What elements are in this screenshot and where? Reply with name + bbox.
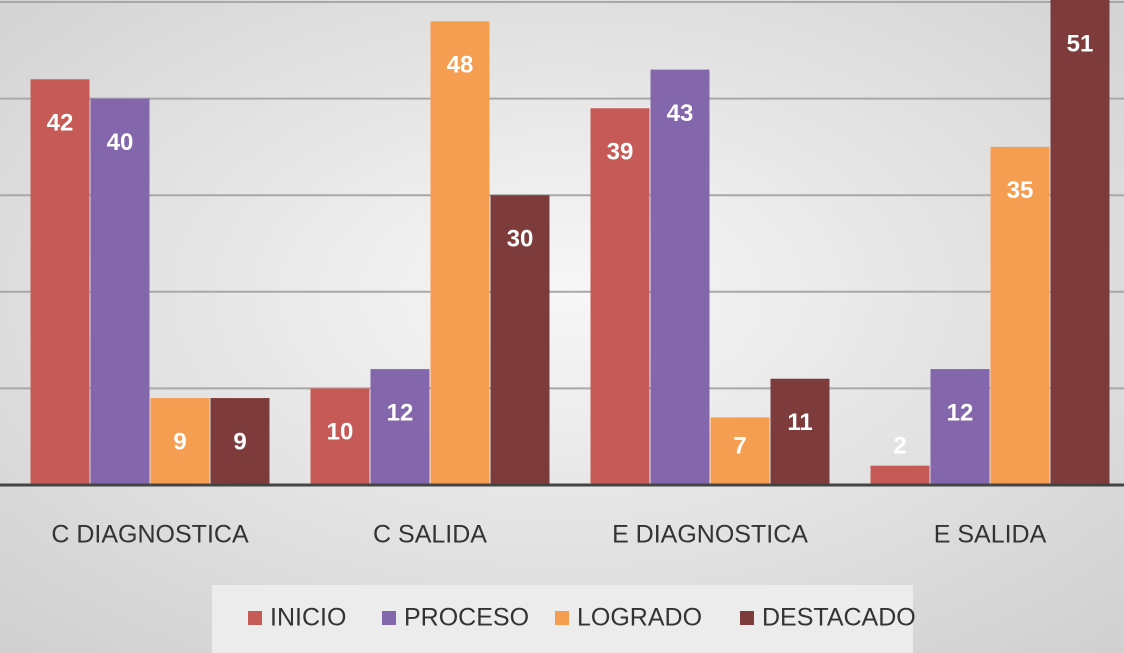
bar xyxy=(30,79,90,485)
data-label: 42 xyxy=(47,110,74,137)
data-label: 9 xyxy=(233,428,246,455)
bar xyxy=(650,69,710,486)
legend-swatch xyxy=(740,611,754,625)
bar xyxy=(150,398,210,485)
data-label: 30 xyxy=(507,226,534,253)
legend-swatch xyxy=(382,611,396,625)
legend-label: INICIO xyxy=(270,604,346,632)
bar xyxy=(1050,0,1110,486)
data-label: 51 xyxy=(1067,30,1094,57)
bar xyxy=(90,98,150,485)
legend-label: DESTACADO xyxy=(762,604,916,632)
x-tick-label: E DIAGNOSTICA xyxy=(612,521,808,549)
data-label: 12 xyxy=(947,399,974,426)
data-label: 11 xyxy=(787,409,812,436)
bar xyxy=(710,417,770,485)
data-label: 9 xyxy=(173,428,186,455)
data-label: 12 xyxy=(387,399,414,426)
data-label: 48 xyxy=(447,52,474,79)
bar xyxy=(490,195,550,485)
legend-label: LOGRADO xyxy=(577,604,702,632)
data-label: 35 xyxy=(1007,177,1034,204)
legend-swatch xyxy=(248,611,262,625)
bar xyxy=(210,398,270,485)
bar xyxy=(930,369,990,485)
bar xyxy=(590,108,650,485)
data-label: 39 xyxy=(607,139,634,166)
data-label: 2 xyxy=(893,432,906,459)
data-label: 10 xyxy=(327,419,354,446)
legend-label: PROCESO xyxy=(404,604,529,632)
data-label: 43 xyxy=(667,100,694,127)
x-tick-label: C SALIDA xyxy=(373,521,487,549)
bar xyxy=(990,146,1050,485)
data-label: 40 xyxy=(107,129,134,156)
bar xyxy=(430,21,490,485)
bar xyxy=(870,465,930,485)
bar xyxy=(770,378,830,485)
bar xyxy=(310,388,370,485)
x-tick-label: C DIAGNOSTICA xyxy=(51,521,249,549)
data-label: 7 xyxy=(733,432,746,459)
bar xyxy=(370,369,430,485)
x-tick-label: E SALIDA xyxy=(934,521,1047,549)
legend-swatch xyxy=(555,611,569,625)
